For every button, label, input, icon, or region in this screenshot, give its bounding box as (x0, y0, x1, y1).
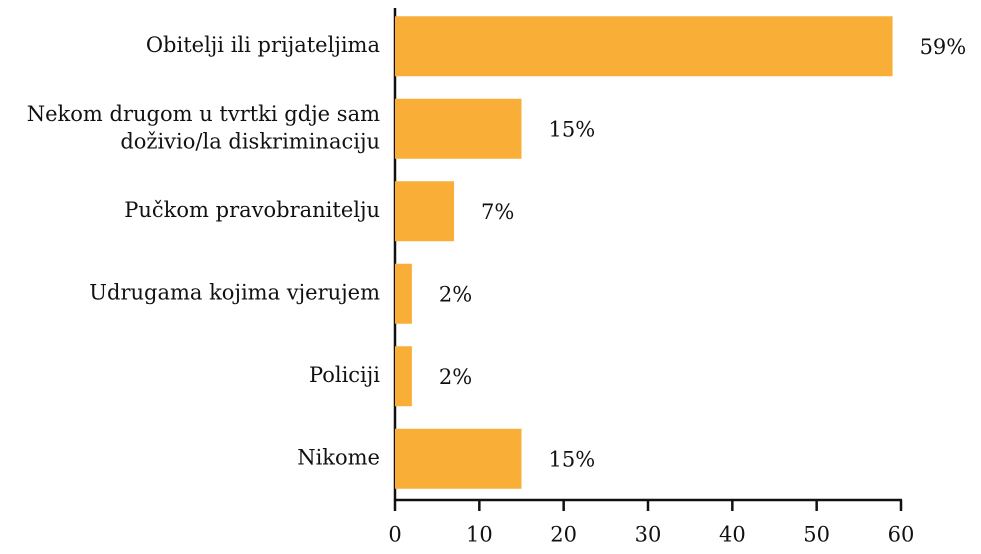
x-tick-label: 60 (888, 523, 915, 547)
y-tick-label: Nikome (297, 445, 380, 469)
y-tick-label: Obitelji ili prijateljima (146, 33, 380, 57)
value-label: 15% (549, 117, 596, 141)
bar (395, 263, 412, 324)
value-label: 15% (549, 447, 596, 471)
y-tick-label: Policiji (309, 363, 380, 387)
x-tick-label: 50 (803, 523, 830, 547)
value-label: 7% (481, 200, 514, 224)
bar (395, 346, 412, 407)
bar (395, 16, 893, 77)
y-tick-label: Pučkom pravobranitelju (124, 198, 380, 222)
x-tick-label: 40 (719, 523, 746, 547)
x-tick-label: 0 (388, 523, 401, 547)
y-tick-label: Nekom drugom u tvrtki gdje sam doživio/la… (27, 102, 380, 153)
bar (395, 181, 455, 242)
value-label: 2% (439, 365, 472, 389)
y-tick-label: Udrugama kojima vjerujem (89, 280, 380, 304)
value-label: 59% (920, 35, 967, 59)
x-tick-label: 30 (635, 523, 662, 547)
x-tick-label: 10 (466, 523, 493, 547)
bar (395, 98, 522, 159)
value-label: 2% (439, 282, 472, 306)
x-tick-label: 20 (550, 523, 577, 547)
bar (395, 428, 522, 489)
